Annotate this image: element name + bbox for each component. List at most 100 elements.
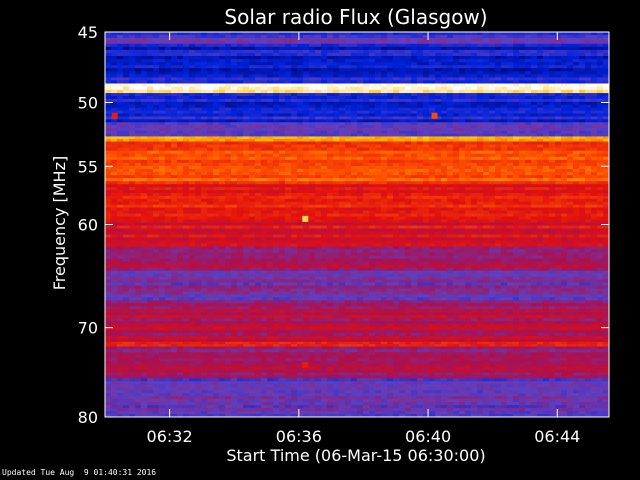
heatmap-cell xyxy=(195,144,202,149)
heatmap-cell xyxy=(231,204,238,208)
heatmap-cell xyxy=(459,52,466,57)
heatmap-cell xyxy=(327,59,334,63)
heatmap-cell xyxy=(429,65,436,69)
heatmap-cell xyxy=(297,150,304,155)
heatmap-cell xyxy=(231,32,238,36)
heatmap-cell xyxy=(555,116,562,120)
heatmap-cell xyxy=(597,175,604,179)
heatmap-cell xyxy=(225,43,232,48)
heatmap-cell xyxy=(105,77,112,81)
heatmap-cell xyxy=(579,172,586,176)
heatmap-cell xyxy=(531,195,538,200)
heatmap-cell xyxy=(411,130,418,134)
heatmap-cell xyxy=(321,133,328,137)
heatmap-cell xyxy=(189,133,196,137)
heatmap-cell xyxy=(465,165,472,170)
heatmap-cell xyxy=(435,59,442,63)
heatmap-cell xyxy=(363,77,370,81)
heatmap-cell xyxy=(285,144,292,149)
heatmap-cell xyxy=(447,110,454,114)
heatmap-cell xyxy=(165,195,172,200)
heatmap-cell xyxy=(447,62,454,66)
heatmap-cell xyxy=(525,80,532,84)
heatmap-cell xyxy=(357,46,364,51)
heatmap-cell xyxy=(279,204,286,208)
heatmap-cell xyxy=(429,193,436,197)
heatmap-cell xyxy=(165,187,172,191)
heatmap-cell xyxy=(195,130,202,134)
heatmap-cell xyxy=(261,86,268,91)
heatmap-cell xyxy=(567,119,574,123)
heatmap-cell xyxy=(345,107,352,111)
heatmap-cell xyxy=(369,150,376,155)
heatmap-cell xyxy=(579,119,586,123)
heatmap-cell xyxy=(567,71,574,75)
heatmap-cell xyxy=(525,125,532,129)
heatmap-cell xyxy=(447,86,454,91)
heatmap-cell xyxy=(537,172,544,176)
heatmap-cell xyxy=(279,169,286,173)
heatmap-cell xyxy=(537,119,544,123)
heatmap-cell xyxy=(141,80,148,84)
heatmap-cell xyxy=(597,74,604,78)
heatmap-cell xyxy=(285,175,292,179)
heatmap-cell xyxy=(369,153,376,158)
heatmap-cell xyxy=(519,130,526,134)
heatmap-cell xyxy=(489,201,496,206)
heatmap-cell xyxy=(549,138,556,142)
heatmap-cell xyxy=(537,95,544,100)
heatmap-cell xyxy=(567,93,574,97)
heatmap-cell xyxy=(123,62,130,66)
heatmap-cell xyxy=(495,80,502,84)
heatmap-cell xyxy=(357,130,364,134)
heatmap-cell xyxy=(441,133,448,137)
heatmap-cell xyxy=(231,150,238,155)
heatmap-cell xyxy=(495,172,502,176)
heatmap-cell xyxy=(327,187,334,191)
heatmap-cell xyxy=(489,104,496,109)
heatmap-cell xyxy=(213,162,220,167)
heatmap-cell xyxy=(525,150,532,155)
heatmap-cell xyxy=(369,190,376,194)
heatmap-cell xyxy=(501,119,508,123)
heatmap-cell xyxy=(531,122,538,126)
heatmap-cell xyxy=(513,49,520,54)
heatmap-cell xyxy=(153,104,160,109)
heatmap-cell xyxy=(213,150,220,155)
heatmap-cell xyxy=(465,169,472,173)
heatmap-cell xyxy=(309,101,316,106)
heatmap-cell xyxy=(465,95,472,100)
heatmap-cell xyxy=(297,56,304,60)
heatmap-cell xyxy=(411,65,418,69)
heatmap-cell xyxy=(309,187,316,191)
heatmap-cell xyxy=(213,138,220,142)
heatmap-cell xyxy=(237,169,244,173)
heatmap-cell xyxy=(435,153,442,158)
heatmap-cell xyxy=(255,138,262,142)
heatmap-cell xyxy=(135,150,142,155)
heatmap-cell xyxy=(471,34,478,39)
heatmap-cell xyxy=(297,43,304,48)
heatmap-cell xyxy=(429,77,436,81)
heatmap-cell xyxy=(387,32,394,36)
heatmap-cell xyxy=(435,175,442,179)
heatmap-cell xyxy=(363,165,370,170)
heatmap-cell xyxy=(321,68,328,72)
heatmap-cell xyxy=(363,204,370,208)
heatmap-cell xyxy=(501,159,508,164)
heatmap-cell xyxy=(105,184,112,188)
heatmap-cell xyxy=(579,169,586,173)
heatmap-cell xyxy=(267,181,274,185)
heatmap-cell xyxy=(279,144,286,149)
heatmap-cell xyxy=(333,147,340,152)
heatmap-cell xyxy=(441,113,448,117)
heatmap-cell xyxy=(507,56,514,60)
heatmap-cell xyxy=(513,190,520,194)
heatmap-cell xyxy=(327,198,334,203)
heatmap-cell xyxy=(237,113,244,117)
heatmap-cell xyxy=(141,159,148,164)
heatmap-cell xyxy=(363,125,370,129)
heatmap-cell xyxy=(333,74,340,78)
heatmap-cell xyxy=(117,175,124,179)
heatmap-cell xyxy=(321,187,328,191)
